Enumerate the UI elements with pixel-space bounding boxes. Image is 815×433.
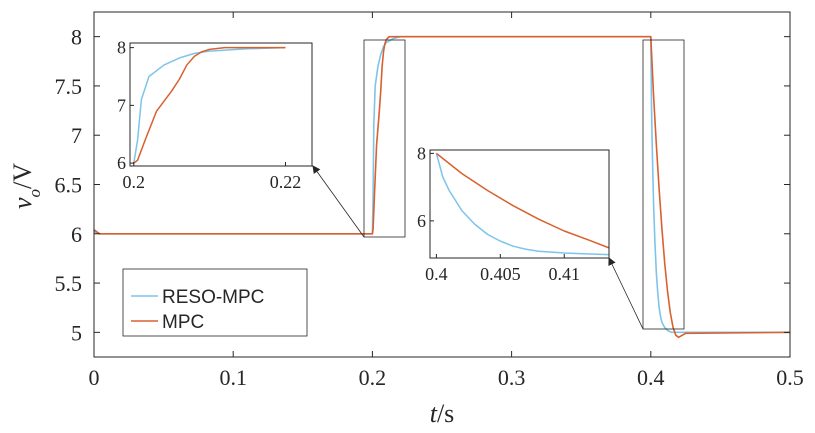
zoom-region-box-1	[363, 39, 406, 238]
main-axis-ticks: 0 0.1 0.2 0.3 0.4 0.5 5 5.5 6 6.5 7 7.5 8	[55, 12, 804, 390]
y-axis-label: vo/V	[8, 163, 44, 209]
inset-1-series-lines	[133, 46, 286, 164]
inset-2-frame	[429, 149, 610, 259]
inset-plot-2: 0.4 0.405 0.41 6 8	[417, 143, 610, 284]
x-axis-label-symbol: t	[430, 399, 438, 428]
inset-series-line-mpc	[133, 46, 286, 164]
y-tick-label: 6.5	[55, 173, 83, 198]
inset-series-line-mpc	[435, 152, 610, 249]
x-tick-label: 0.1	[219, 365, 247, 390]
inset-1-background	[130, 43, 312, 166]
zoom-connector-arrow-2	[608, 257, 644, 330]
inset-1-frame	[129, 42, 313, 167]
x-tick-label: 0.5	[776, 365, 804, 390]
inset-y-tick-label: 8	[117, 38, 126, 58]
inset-x-tick-label: 0.405	[480, 264, 521, 284]
inset-x-tick-label: 0.41	[549, 264, 581, 284]
legend-label-reso-mpc: RESO-MPC	[162, 287, 264, 308]
y-tick-label: 7	[71, 123, 82, 148]
inset-1-ticks: 0.2 0.22 6 7 8	[117, 38, 301, 192]
x-tick-label: 0.2	[359, 365, 387, 390]
x-tick-label: 0	[89, 365, 100, 390]
zoom-connector-arrow-1	[312, 165, 365, 238]
x-axis-label-unit: /s	[437, 399, 454, 428]
inset-y-tick-label: 6	[117, 153, 126, 173]
x-tick-label: 0.4	[637, 365, 665, 390]
inset-x-tick-label: 0.4	[425, 264, 448, 284]
inset-x-tick-label: 0.2	[123, 172, 146, 192]
x-axis-label: t/s	[430, 399, 455, 428]
y-axis-label-text: vo/V	[8, 163, 44, 209]
inset-y-tick-label: 8	[417, 143, 426, 163]
inset-plot-1: 0.2 0.22 6 7 8	[117, 38, 313, 192]
y-tick-label: 7.5	[55, 74, 83, 99]
series-line-reso-mpc	[93, 35, 790, 334]
inset-2-series-lines	[435, 152, 610, 256]
y-axis-label-subscript: o	[25, 189, 44, 198]
inset-y-tick-label: 6	[417, 211, 426, 231]
x-tick-label: 0.3	[498, 365, 526, 390]
inset-2-background	[430, 150, 609, 258]
inset-x-tick-label: 0.22	[270, 172, 302, 192]
y-tick-label: 6	[71, 222, 82, 247]
legend: RESO-MPC MPC	[122, 268, 308, 337]
inset-series-line-reso-mpc	[435, 153, 610, 256]
y-axis-label-symbol: v	[8, 197, 37, 209]
y-tick-label: 5	[71, 320, 82, 345]
y-tick-label: 8	[71, 25, 82, 50]
inset-series-line-reso-mpc	[133, 46, 286, 164]
y-tick-label: 5.5	[55, 271, 83, 296]
legend-box	[122, 268, 308, 337]
y-axis-label-unit: /V	[8, 163, 37, 189]
inset-y-tick-label: 7	[117, 95, 126, 115]
series-line-mpc	[93, 35, 791, 339]
legend-label-mpc: MPC	[162, 312, 204, 333]
inset-2-ticks: 0.4 0.405 0.41 6 8	[417, 143, 580, 284]
main-series-lines	[93, 35, 791, 339]
zoom-region-box-2	[642, 39, 685, 330]
